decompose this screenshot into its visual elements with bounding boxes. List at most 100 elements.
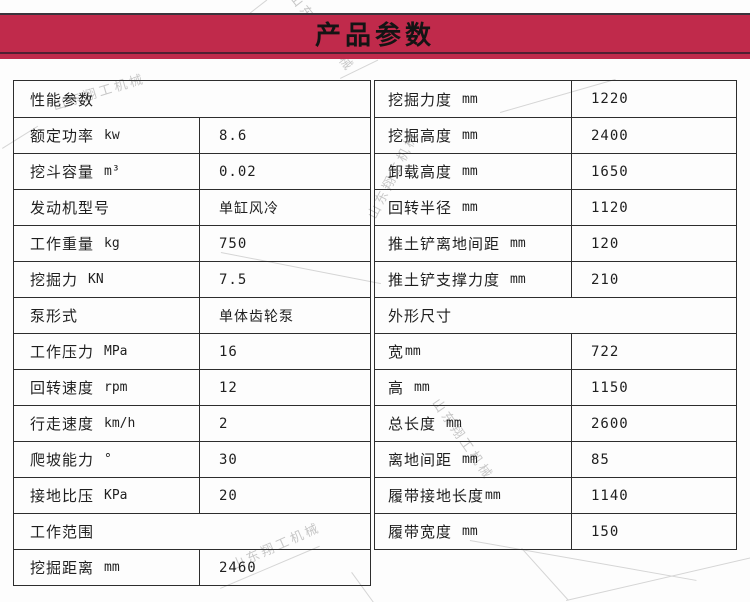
- section-header-row: 外形尺寸: [375, 297, 736, 333]
- spec-row: 推土铲离地间距 mm 120: [375, 225, 736, 261]
- spec-unit: mm: [462, 164, 478, 179]
- spec-label: 性能参数: [30, 90, 95, 109]
- spec-row: 额定功率 kw 8.6: [14, 117, 370, 153]
- spec-row: 宽 mm 722: [375, 333, 736, 369]
- spec-label-cell: 总长度 mm: [375, 406, 572, 441]
- spec-value-cell: 20: [200, 478, 370, 513]
- spec-value-cell: 120: [572, 226, 736, 261]
- spec-row: 卸载高度 mm 1650: [375, 153, 736, 189]
- spec-label-cell: 回转速度 rpm: [14, 370, 200, 405]
- spec-row: 挖掘距离 mm 2460: [14, 549, 370, 585]
- spec-label: 挖斗容量: [30, 163, 95, 181]
- spec-label: 总长度: [388, 415, 437, 433]
- spec-value-cell: 单缸风冷: [200, 190, 370, 225]
- spec-value: 750: [219, 235, 248, 252]
- spec-unit: mm: [462, 128, 478, 143]
- spec-label: 工作压力: [30, 343, 95, 361]
- spec-label: 工作重量: [30, 235, 95, 253]
- spec-value: 1220: [591, 91, 629, 107]
- spec-value-cell: 30: [200, 442, 370, 477]
- spec-value: 8.6: [219, 127, 248, 144]
- spec-value-cell: 0.02: [200, 154, 370, 189]
- dimension-specs-table: 挖掘力度 mm 1220 挖掘高度 mm 2400 卸载高度 mm 1650 回转半径 mm 1120…: [374, 80, 737, 550]
- spec-row: 泵形式 单体齿轮泵: [14, 297, 370, 333]
- spec-value-cell: 2400: [572, 118, 736, 153]
- spec-label-cell: 离地间距 mm: [375, 442, 572, 477]
- spec-label: 回转半径: [388, 199, 453, 217]
- spec-unit: mm: [510, 236, 526, 251]
- spec-label-cell: 外形尺寸: [375, 298, 736, 333]
- spec-label-cell: 卸载高度 mm: [375, 154, 572, 189]
- spec-row: 推土铲支撑力度 mm 210: [375, 261, 736, 297]
- spec-value: 2: [219, 415, 229, 432]
- spec-label: 宽: [388, 343, 405, 361]
- spec-value: 210: [591, 271, 620, 288]
- spec-value-cell: 7.5: [200, 262, 370, 297]
- spec-value: 1650: [591, 163, 629, 180]
- spec-unit: KN: [88, 272, 104, 287]
- spec-value-cell: 750: [200, 226, 370, 261]
- spec-unit: mm: [462, 452, 478, 467]
- spec-value-cell: 210: [572, 262, 736, 297]
- spec-label: 挖掘力度: [388, 90, 453, 109]
- spec-unit: mm: [104, 560, 120, 575]
- spec-value-cell: 单体齿轮泵: [200, 298, 370, 333]
- spec-value: 2460: [219, 559, 257, 576]
- spec-label-cell: 挖掘力度 mm: [375, 81, 572, 117]
- spec-label-cell: 行走速度 km/h: [14, 406, 200, 441]
- watermark-line: [521, 548, 569, 601]
- spec-label-cell: 回转半径 mm: [375, 190, 572, 225]
- spec-value: 7.5: [219, 271, 248, 288]
- spec-value-cell: 85: [572, 442, 736, 477]
- spec-label: 履带接地长度: [388, 487, 485, 505]
- spec-value-cell: 1150: [572, 370, 736, 405]
- spec-row: 履带宽度 mm 150: [375, 513, 736, 549]
- spec-value: 2400: [591, 127, 629, 144]
- spec-label: 工作范围: [30, 523, 95, 541]
- spec-value: 1140: [591, 487, 629, 504]
- performance-specs-table: 性能参数额定功率 kw 8.6 挖斗容量 m³ 0.02 发动机型号 单缸风冷 工作重量 kg 75…: [13, 80, 371, 586]
- page-title: 产品参数: [314, 21, 435, 51]
- spec-label-cell: 工作压力 MPa: [14, 334, 200, 369]
- spec-label-cell: 推土铲支撑力度 mm: [375, 262, 572, 297]
- spec-label-cell: 挖掘高度 mm: [375, 118, 572, 153]
- spec-label-cell: 履带接地长度 mm: [375, 478, 572, 513]
- product-params-banner: 产品参数: [0, 13, 750, 59]
- spec-row: 工作压力 MPa 16: [14, 333, 370, 369]
- spec-label: 发动机型号: [30, 199, 111, 217]
- section-header-row: 性能参数: [14, 81, 370, 117]
- spec-label-cell: 性能参数: [14, 81, 370, 117]
- spec-unit: mm: [462, 200, 478, 215]
- spec-unit: mm: [485, 488, 501, 503]
- spec-label: 接地比压: [30, 487, 95, 505]
- spec-label-cell: 泵形式: [14, 298, 200, 333]
- spec-value-cell: 1650: [572, 154, 736, 189]
- spec-value-cell: 1220: [572, 81, 736, 117]
- spec-row: 挖掘高度 mm 2400: [375, 117, 736, 153]
- spec-value-cell: 8.6: [200, 118, 370, 153]
- spec-value: 120: [591, 235, 620, 252]
- spec-row: 挖掘力度 mm 1220: [375, 81, 736, 117]
- spec-row: 总长度 mm 2600: [375, 405, 736, 441]
- spec-label: 卸载高度: [388, 163, 453, 181]
- spec-value: 单体齿轮泵: [219, 308, 294, 325]
- spec-label-cell: 工作重量 kg: [14, 226, 200, 261]
- spec-value: 16: [219, 343, 238, 360]
- spec-value-cell: 2460: [200, 550, 370, 585]
- spec-value-cell: 2600: [572, 406, 736, 441]
- spec-label-cell: 发动机型号: [14, 190, 200, 225]
- spec-label-cell: 宽 mm: [375, 334, 572, 369]
- watermark-line: [566, 557, 750, 601]
- spec-value: 20: [219, 487, 238, 504]
- spec-unit: MPa: [104, 344, 128, 359]
- spec-value-cell: 16: [200, 334, 370, 369]
- spec-row: 工作重量 kg 750: [14, 225, 370, 261]
- spec-value: 12: [219, 379, 238, 396]
- spec-value: 30: [219, 451, 238, 468]
- spec-label: 高: [388, 379, 405, 397]
- spec-label: 推土铲支撑力度: [388, 271, 501, 289]
- spec-label-cell: 挖斗容量 m³: [14, 154, 200, 189]
- spec-value-cell: 1140: [572, 478, 736, 513]
- spec-value: 1120: [591, 199, 629, 216]
